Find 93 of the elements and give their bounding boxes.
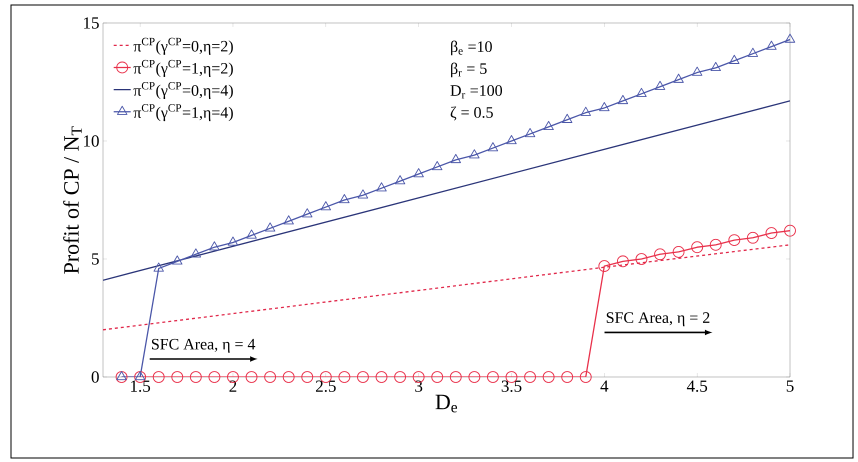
point bbox=[468, 371, 480, 383]
point bbox=[488, 142, 498, 152]
point bbox=[636, 88, 647, 97]
point bbox=[784, 34, 796, 43]
point bbox=[561, 371, 574, 383]
point bbox=[376, 182, 387, 192]
legend-label: π$^{CP}$(γ$^{CP}$=1,η=4) bbox=[134, 104, 233, 122]
point bbox=[432, 161, 442, 170]
point bbox=[228, 236, 238, 246]
annotation: β$_{e}$ =10 bbox=[451, 40, 492, 56]
point bbox=[746, 232, 759, 244]
point bbox=[413, 168, 424, 178]
point bbox=[339, 194, 350, 204]
point bbox=[152, 371, 165, 383]
legend-label: π$^{CP}$(γ$^{CP}$=0,η=4) bbox=[134, 82, 233, 100]
point bbox=[301, 371, 314, 383]
point bbox=[154, 262, 164, 272]
point bbox=[748, 48, 758, 57]
y-tick-label: 0 bbox=[92, 371, 99, 383]
point bbox=[636, 253, 648, 265]
point bbox=[710, 62, 721, 72]
point bbox=[338, 371, 350, 383]
point bbox=[431, 371, 444, 383]
point bbox=[246, 229, 257, 239]
point bbox=[598, 260, 610, 272]
point bbox=[394, 371, 406, 383]
point bbox=[172, 255, 182, 265]
x-tick-label: 4.5 bbox=[686, 380, 708, 392]
point bbox=[486, 371, 499, 383]
point bbox=[208, 371, 220, 383]
point bbox=[394, 175, 406, 184]
point bbox=[524, 128, 536, 138]
annotation: β$_{r}$ = 5 bbox=[451, 62, 487, 78]
point bbox=[506, 135, 517, 144]
x-axis-title: D$_{e}$ bbox=[436, 394, 458, 412]
x-tick-label: 3 bbox=[415, 380, 422, 392]
point bbox=[282, 371, 295, 383]
point bbox=[524, 371, 536, 383]
point bbox=[562, 114, 572, 123]
point bbox=[654, 80, 666, 90]
y-tick-label: 5 bbox=[92, 253, 99, 265]
point bbox=[728, 234, 740, 246]
point bbox=[190, 371, 202, 383]
point bbox=[599, 102, 610, 112]
point bbox=[691, 241, 704, 254]
point bbox=[710, 238, 722, 251]
point bbox=[171, 371, 184, 383]
annotation: ζ = 0.5 bbox=[450, 106, 493, 120]
y-tick-label: 10 bbox=[84, 135, 99, 147]
point bbox=[320, 201, 332, 210]
point bbox=[357, 371, 369, 383]
x-tick-label: 1.5 bbox=[131, 380, 150, 392]
point bbox=[542, 371, 555, 383]
point bbox=[190, 248, 202, 258]
point bbox=[302, 208, 312, 218]
point bbox=[246, 371, 258, 383]
point bbox=[766, 227, 778, 239]
point bbox=[283, 215, 294, 224]
annotation: D$_{r}$ =100 bbox=[450, 85, 502, 98]
point bbox=[672, 246, 685, 258]
y-axis-title: Profit of CP / N$_{T}$ bbox=[63, 126, 82, 274]
x-tick-label: 3.5 bbox=[502, 380, 522, 392]
point bbox=[729, 54, 740, 64]
point bbox=[450, 371, 462, 383]
x-tick-label: 2.5 bbox=[316, 380, 336, 392]
point bbox=[134, 371, 146, 380]
x-tick-label: 5 bbox=[786, 380, 794, 392]
point bbox=[654, 248, 666, 260]
legend-label: π$^{CP}$(γ$^{CP}$=1,η=2) bbox=[134, 60, 233, 77]
point bbox=[116, 371, 128, 383]
point bbox=[264, 371, 276, 383]
point bbox=[692, 66, 702, 76]
point bbox=[543, 120, 554, 130]
point bbox=[618, 94, 628, 104]
point bbox=[264, 222, 276, 232]
point bbox=[116, 371, 127, 380]
point bbox=[450, 154, 461, 164]
point bbox=[580, 371, 592, 383]
point bbox=[580, 106, 591, 116]
point bbox=[616, 255, 629, 268]
annotation: SFC Area, η = 4 bbox=[152, 338, 256, 353]
x-tick-label: 2 bbox=[229, 380, 236, 392]
point bbox=[376, 371, 388, 383]
point bbox=[766, 40, 777, 50]
x-tick-label: 4 bbox=[600, 380, 608, 392]
y-tick-label: 15 bbox=[84, 17, 99, 29]
point bbox=[469, 149, 480, 158]
point bbox=[358, 189, 368, 198]
point bbox=[209, 241, 220, 250]
legend-label: π$^{CP}$(γ$^{CP}$=0,η=2) bbox=[134, 38, 233, 55]
point bbox=[673, 74, 684, 83]
annotation: SFC Area, η = 2 bbox=[606, 312, 710, 326]
point bbox=[784, 224, 796, 237]
